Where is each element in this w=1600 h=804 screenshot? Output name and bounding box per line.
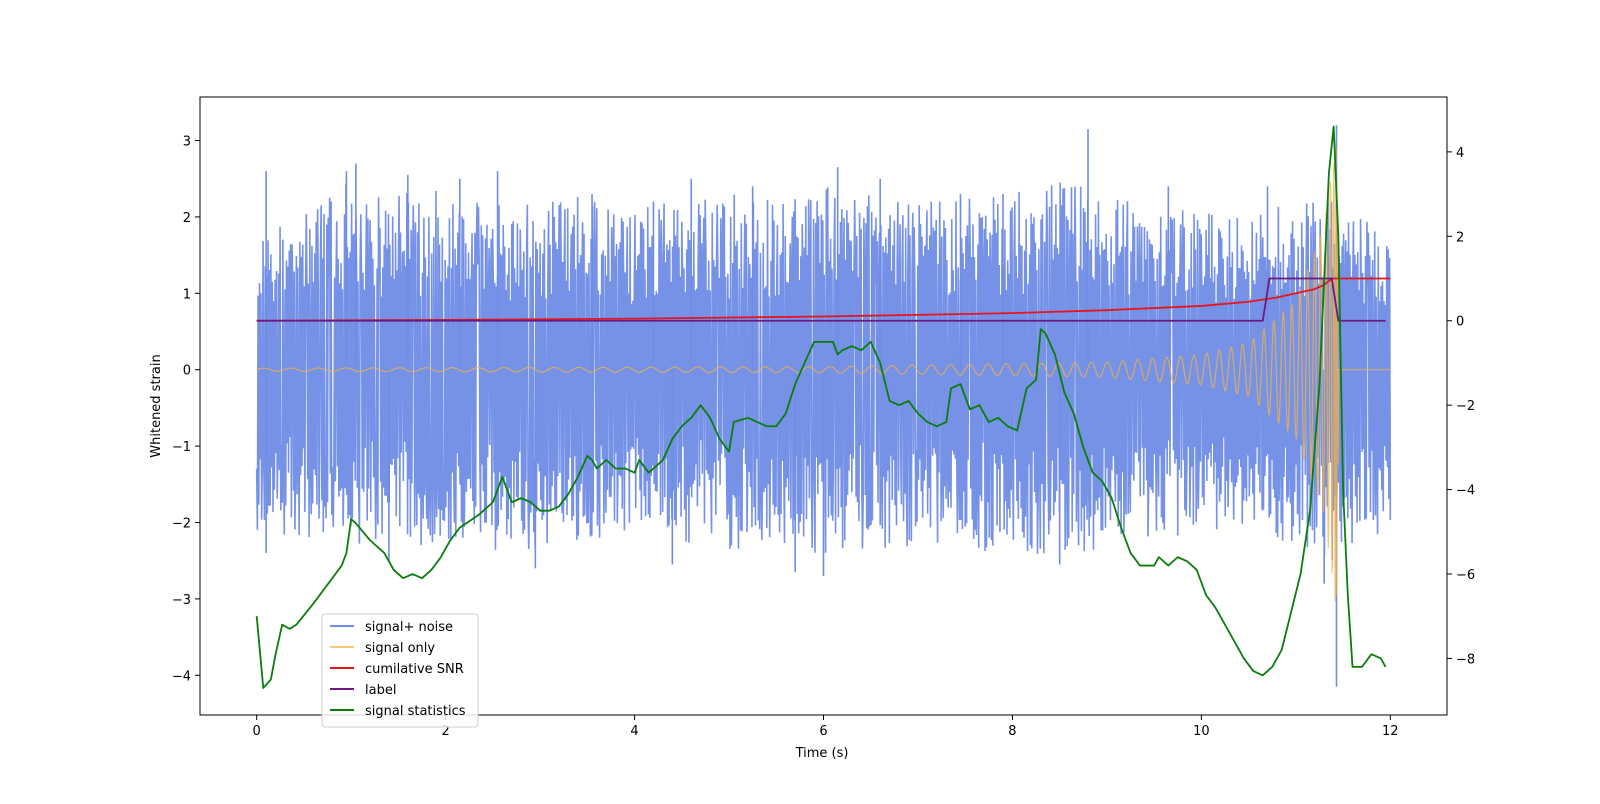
- legend-entry: label: [330, 683, 396, 698]
- legend-label: signal+ noise: [365, 620, 453, 635]
- y2-tick-label: −6: [1456, 568, 1475, 583]
- legend-entry: signal only: [330, 641, 435, 656]
- y-axis-label: Whitened strain: [149, 354, 164, 457]
- y-tick-label: −3: [172, 593, 191, 608]
- y-tick-label: −1: [172, 440, 191, 455]
- x-axis-label: Time (s): [795, 746, 849, 761]
- y-tick-label: 0: [183, 364, 191, 379]
- y-tick-label: 3: [183, 135, 191, 150]
- x-tick-label: 10: [1193, 724, 1210, 739]
- x-tick-label: 0: [253, 724, 261, 739]
- y2-tick-label: 2: [1456, 230, 1464, 245]
- legend-label: signal only: [365, 641, 435, 656]
- label-line: [256, 277, 1386, 322]
- cumilative-snr-line: [256, 277, 1391, 322]
- legend-label: cumilative SNR: [365, 662, 464, 677]
- signal-noise-series: [255, 125, 1392, 687]
- legend: signal+ noise signal only cumilative SNR la…: [321, 613, 479, 728]
- legend-entry: signal+ noise: [330, 620, 453, 635]
- signal-only-line: [256, 146, 1391, 602]
- x-tick-label: 2: [441, 724, 449, 739]
- x-tick-label: 4: [630, 724, 638, 739]
- y-tick-label: −4: [172, 669, 191, 684]
- y2-tick-label: 0: [1456, 315, 1464, 330]
- x-tick-label: 12: [1382, 724, 1399, 739]
- y2-tick-label: −2: [1456, 399, 1475, 414]
- legend-label: signal statistics: [365, 704, 466, 719]
- legend-box: [321, 613, 479, 728]
- y-tick-label: 1: [183, 287, 191, 302]
- y2-tick-label: −4: [1456, 484, 1475, 499]
- signal-statistics-line: [255, 125, 1387, 689]
- x-tick-label: 6: [819, 724, 827, 739]
- x-tick-label: 8: [1008, 724, 1016, 739]
- legend-label: label: [365, 683, 396, 698]
- y-tick-label: −2: [172, 516, 191, 531]
- y2-tick-label: −8: [1456, 652, 1475, 667]
- line-series-group: [255, 125, 1391, 689]
- legend-entry: signal statistics: [330, 704, 466, 719]
- legend-entry: cumilative SNR: [330, 662, 464, 677]
- y-tick-label: 2: [183, 211, 191, 226]
- y2-tick-label: 4: [1456, 146, 1464, 161]
